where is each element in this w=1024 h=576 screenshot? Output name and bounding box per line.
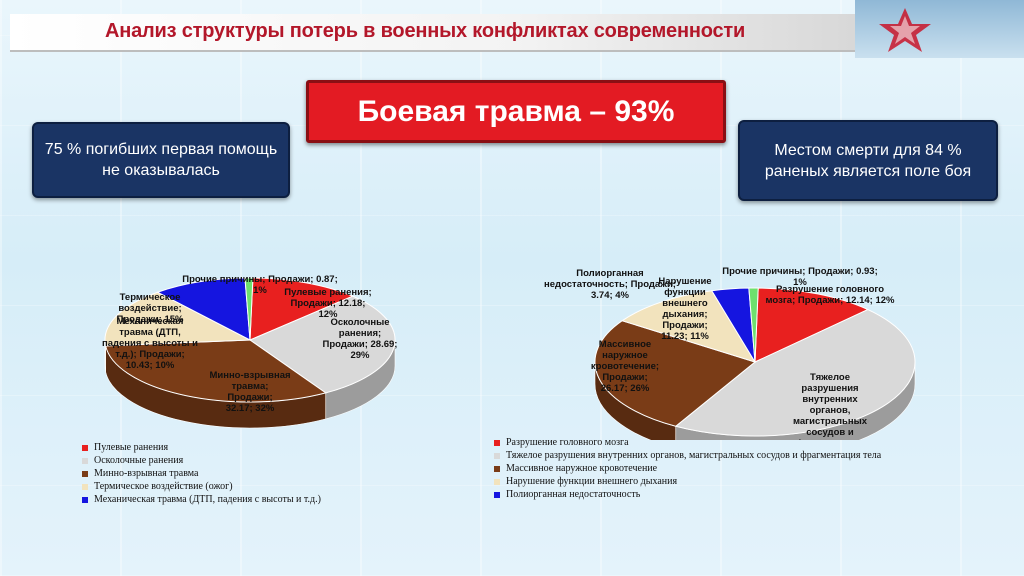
legend-item: Минно-взрывная травма xyxy=(82,467,321,480)
pie-data-label: Пулевые ранения; Продажи; 12.18; 12% xyxy=(284,287,371,320)
legend-swatch xyxy=(82,444,88,451)
legend-swatch xyxy=(82,457,88,464)
page-title: Анализ структуры потерь в военных конфли… xyxy=(105,20,746,42)
pie-data-label: Прочие причины; Продажи; 0.93; 1% xyxy=(722,266,878,288)
pie-data-label: Массивное наружное кровотечение; Продажи; 26… xyxy=(591,339,659,394)
legend-item: Разрушение головного мозга xyxy=(494,436,881,449)
pie-slice xyxy=(105,339,327,403)
pie-data-label: Тяжелое разрушения внутренних органов, магис… xyxy=(793,372,868,440)
title-bar xyxy=(10,14,855,52)
info-box-first-aid: 75 % погибших первая помощь не оказывала… xyxy=(32,122,290,198)
header-band xyxy=(855,0,1024,58)
legend-item: Осколочные ранения xyxy=(82,454,321,467)
pie-data-label: Прочие причины; Продажи; 0.87; 1% xyxy=(182,274,338,296)
pie-slice xyxy=(249,277,354,341)
legend-item: Термическое воздействие (ожог) xyxy=(82,480,321,493)
legend-swatch xyxy=(494,491,500,498)
legend-swatch xyxy=(494,452,500,459)
pie-data-label: Разрушение головного мозга; Продажи; 12.1… xyxy=(766,284,895,306)
legend-item: Нарушение функции внешнего дыхания xyxy=(494,475,881,488)
legend-item: Полиорганная недостаточность xyxy=(494,488,881,501)
banner-combat-trauma: Боевая травма – 93% xyxy=(306,80,726,143)
pie-slice xyxy=(156,277,251,341)
legend-label: Разрушение головного мозга xyxy=(506,437,629,448)
legend-label: Нарушение функции внешнего дыхания xyxy=(506,476,678,487)
pie-slice xyxy=(754,287,870,363)
pie-chart-death-causes: Разрушение головного мозга; Продажи; 12.1… xyxy=(544,266,916,440)
info-box-first-aid-text: 75 % погибших первая помощь не оказывала… xyxy=(44,141,278,179)
pie-slice xyxy=(674,308,916,437)
star-icon xyxy=(879,8,931,52)
legend-injury-types: Пулевые ранения Осколочные ранения Минно-в… xyxy=(82,441,321,506)
legend-label: Механическая травма (ДТП, падения с высо… xyxy=(94,494,321,505)
legend-swatch xyxy=(494,465,500,472)
pie-data-label: Минно-взрывная травма; Продажи; 32.17; 32% xyxy=(209,370,290,414)
pie-data-label: Нарушение функции внешнего дыхания; Продажи;… xyxy=(658,276,711,342)
legend-swatch xyxy=(82,483,88,490)
legend-swatch xyxy=(82,496,88,503)
legend-swatch xyxy=(494,478,500,485)
legend-item: Пулевые ранения xyxy=(82,441,321,454)
pie-slice xyxy=(594,320,757,427)
legend-death-causes: Разрушение головного мозга Тяжелое разруш… xyxy=(494,436,881,501)
legend-label: Тяжелое разрушения внутренних органов, м… xyxy=(506,450,882,461)
pie-chart-injury-types: Пулевые ранения; Продажи; 12.18; 12%Осколо… xyxy=(102,274,398,429)
legend-label: Осколочные ранения xyxy=(94,455,184,466)
legend-item: Массивное наружное кровотечение xyxy=(494,462,881,475)
legend-swatch xyxy=(82,470,88,477)
pie-slice xyxy=(748,287,759,363)
legend-item: Тяжелое разрушения внутренних органов, м… xyxy=(494,449,881,462)
legend-label: Пулевые ранения xyxy=(94,442,169,453)
pie-data-label: Полиорганная недостаточность; Продажи; 3.7… xyxy=(544,268,676,301)
pie-slice xyxy=(104,291,252,347)
pie-data-label: Механическая травма (ДТП, падения с высоты… xyxy=(102,316,198,371)
legend-item: Механическая травма (ДТП, падения с высо… xyxy=(82,493,321,506)
pie-data-label: Термическое воздействие; Продажи; 15% xyxy=(116,292,184,325)
pie-data-label: Осколочные ранения; Продажи; 28.69; 29% xyxy=(323,317,398,361)
pie-slice xyxy=(244,277,254,341)
legend-label: Полиорганная недостаточность xyxy=(506,489,641,500)
legend-label: Минно-взрывная травма xyxy=(94,468,199,479)
info-box-death-place-text: Местом смерти для 84 % раненых является … xyxy=(764,141,972,180)
legend-label: Термическое воздействие (ожог) xyxy=(94,481,233,492)
info-box-death-place: Местом смерти для 84 % раненых является … xyxy=(738,120,998,201)
legend-swatch xyxy=(494,439,500,446)
legend-label: Массивное наружное кровотечение xyxy=(506,463,658,474)
pie-slice xyxy=(248,295,396,394)
pie-slice xyxy=(621,290,757,363)
